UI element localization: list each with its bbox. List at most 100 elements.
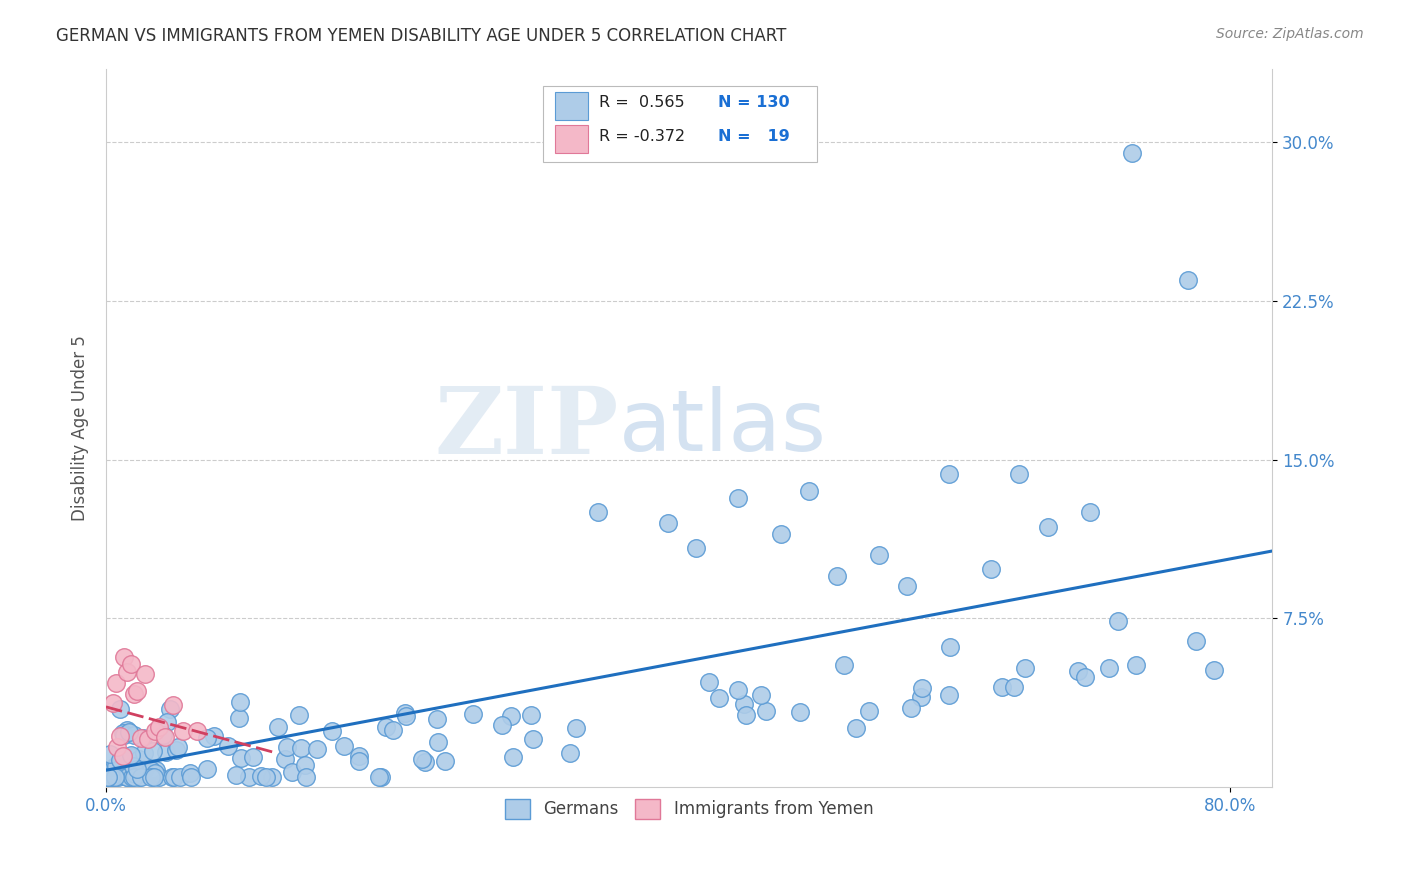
Point <box>281 765 304 780</box>
Point <box>900 701 922 715</box>
Point <box>370 770 392 784</box>
Point <box>98 747 121 761</box>
Point <box>276 739 298 754</box>
Point <box>165 743 187 757</box>
Point <box>347 748 370 763</box>
Point <box>727 491 749 505</box>
Point <box>120 747 142 762</box>
Point <box>155 745 177 759</box>
Point <box>128 752 150 766</box>
Point <box>134 667 156 681</box>
Point <box>152 728 174 742</box>
Point <box>108 729 131 743</box>
Point <box>502 749 524 764</box>
Point <box>262 770 284 784</box>
Point <box>153 730 176 744</box>
Point <box>980 562 1002 576</box>
Point <box>100 770 122 784</box>
Point <box>159 702 181 716</box>
Y-axis label: Disability Age Under 5: Disability Age Under 5 <box>72 334 89 521</box>
Point <box>112 650 135 665</box>
Point <box>735 707 758 722</box>
Point <box>938 640 960 654</box>
Point <box>375 720 398 734</box>
Point <box>104 675 127 690</box>
Point <box>910 690 932 704</box>
Text: Source: ZipAtlas.com: Source: ZipAtlas.com <box>1216 27 1364 41</box>
Point <box>172 723 194 738</box>
Point <box>290 741 312 756</box>
Point <box>169 770 191 784</box>
Point <box>180 770 202 784</box>
Point <box>1067 664 1090 678</box>
Point <box>202 730 225 744</box>
Point <box>394 706 416 720</box>
Point <box>139 764 162 778</box>
Point <box>1121 146 1143 161</box>
Point <box>657 516 679 530</box>
Point <box>288 708 311 723</box>
Point <box>179 765 201 780</box>
Point <box>685 541 707 556</box>
Legend: Germans, Immigrants from Yemen: Germans, Immigrants from Yemen <box>498 792 880 826</box>
Point <box>1036 520 1059 534</box>
Point <box>163 770 186 784</box>
Point <box>347 754 370 768</box>
Point <box>228 711 250 725</box>
Point <box>121 770 143 784</box>
Point <box>825 569 848 583</box>
Point <box>132 731 155 745</box>
Point <box>111 749 134 764</box>
Point <box>143 770 166 784</box>
Point <box>139 770 162 784</box>
Point <box>1125 658 1147 673</box>
Point <box>110 749 132 764</box>
Point <box>120 657 142 671</box>
Point <box>122 728 145 742</box>
Point <box>250 769 273 783</box>
Point <box>797 484 820 499</box>
Point <box>1014 661 1036 675</box>
Point <box>1098 661 1121 675</box>
Text: GERMAN VS IMMIGRANTS FROM YEMEN DISABILITY AGE UNDER 5 CORRELATION CHART: GERMAN VS IMMIGRANTS FROM YEMEN DISABILI… <box>56 27 786 45</box>
Point <box>104 770 127 784</box>
Point <box>242 750 264 764</box>
Point <box>294 770 316 784</box>
Point <box>294 757 316 772</box>
Point <box>131 767 153 781</box>
Point <box>1177 273 1199 287</box>
Point <box>845 722 868 736</box>
Point <box>426 734 449 748</box>
Point <box>321 723 343 738</box>
Point <box>382 723 405 738</box>
Point <box>115 770 138 784</box>
FancyBboxPatch shape <box>543 87 817 162</box>
Point <box>129 770 152 784</box>
Point <box>586 505 609 519</box>
Point <box>415 755 437 769</box>
Text: R =  0.565: R = 0.565 <box>599 95 685 110</box>
Point <box>868 548 890 562</box>
Point <box>565 721 588 735</box>
Point <box>129 731 152 746</box>
Point <box>186 724 208 739</box>
Point <box>733 697 755 711</box>
Point <box>121 749 143 764</box>
Point <box>1008 467 1031 482</box>
Point <box>1185 634 1208 648</box>
Point <box>858 705 880 719</box>
Point <box>911 681 934 695</box>
Point <box>522 732 544 747</box>
Point <box>101 696 124 710</box>
Point <box>122 687 145 701</box>
Point <box>128 770 150 784</box>
Point <box>426 712 449 726</box>
Point <box>98 770 121 784</box>
Point <box>1107 614 1129 628</box>
Point <box>519 707 541 722</box>
Point <box>491 717 513 731</box>
Point <box>499 708 522 723</box>
Point <box>238 770 260 784</box>
Point <box>769 526 792 541</box>
Point <box>938 467 960 482</box>
